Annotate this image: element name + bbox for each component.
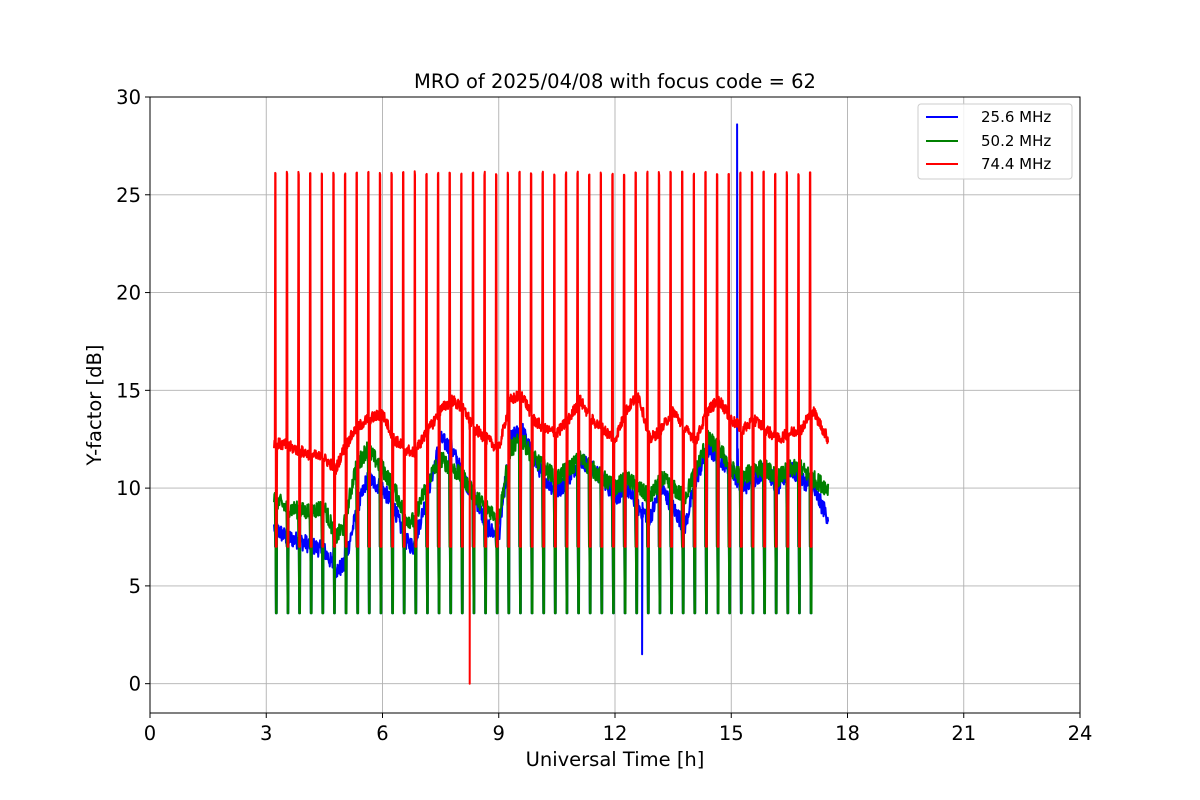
x-axis-label: Universal Time [h] xyxy=(526,748,705,771)
series-line-74-4---- xyxy=(273,170,830,685)
ticks: 0 3 6 9 12 15 18 21 24 0 5 10 15 20 25 30 xyxy=(116,86,1092,745)
x-tick-label: 12 xyxy=(603,722,628,745)
x-tick-label: 15 xyxy=(719,722,744,745)
y-tick-label: 0 xyxy=(129,673,141,696)
legend-label-74-4: 74.4 MHz xyxy=(981,155,1051,173)
x-tick-label: 0 xyxy=(144,722,156,745)
series-line-50-2---- xyxy=(273,429,830,615)
y-axis-label: Y-factor [dB] xyxy=(83,345,106,467)
x-tick-label: 9 xyxy=(493,722,505,745)
series-line-25-6---- xyxy=(273,123,830,656)
legend-box xyxy=(917,103,1073,180)
y-tick-label: 20 xyxy=(116,282,141,305)
plot-area xyxy=(273,123,830,685)
y-tick-label: 25 xyxy=(116,184,141,207)
chart-title: MRO of 2025/04/08 with focus code = 62 xyxy=(414,70,816,93)
x-tick-label: 3 xyxy=(260,722,272,745)
y-tick-label: 5 xyxy=(129,575,141,598)
x-tick-label: 6 xyxy=(376,722,388,745)
x-tick-label: 18 xyxy=(835,722,860,745)
x-tick-label: 21 xyxy=(951,722,976,745)
x-tick-label: 24 xyxy=(1068,722,1093,745)
legend: 25.6 MHz 50.2 MHz 74.4 MHz xyxy=(917,103,1073,180)
legend-label-50-2: 50.2 MHz xyxy=(981,132,1051,150)
y-tick-label: 30 xyxy=(116,86,141,109)
y-tick-label: 10 xyxy=(116,477,141,500)
legend-label-25-6: 25.6 MHz xyxy=(981,108,1051,126)
y-tick-label: 15 xyxy=(116,379,141,402)
